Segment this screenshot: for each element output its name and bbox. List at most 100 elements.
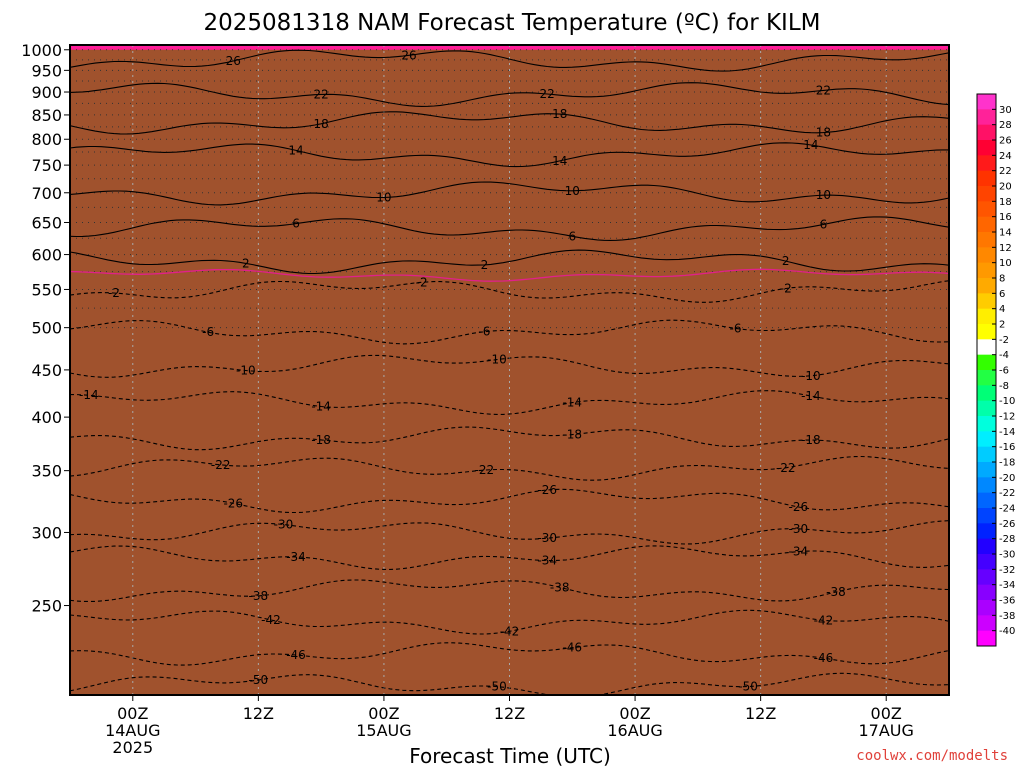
- colorbar-label: -28: [999, 534, 1015, 545]
- x-tick-label: 15AUG: [356, 721, 411, 740]
- isotherm-line: [70, 520, 949, 545]
- x-tick-label: 00Z: [368, 704, 399, 723]
- isotherm-label: -2: [108, 286, 120, 300]
- x-tick-label: 00Z: [871, 704, 902, 723]
- isotherm-label: 22: [816, 83, 831, 97]
- isotherm-line: [70, 249, 949, 275]
- colorbar-swatch: [977, 155, 996, 172]
- colorbar: 30 28 26 24 22 20 18 16 14 12 10 8 6 4 2 -2 -4 -6 -8 -10 -12…: [976, 93, 1015, 647]
- y-tick-label: 700: [31, 184, 62, 203]
- isotherm-label: -38: [826, 585, 846, 599]
- isotherm-label: -10: [801, 369, 821, 383]
- colorbar-swatch: [977, 431, 996, 448]
- isotherm-line: [70, 49, 949, 72]
- colorbar-label: 12: [999, 243, 1012, 254]
- isotherm-label: -38: [249, 589, 269, 603]
- colorbar-swatch: [977, 262, 996, 279]
- colorbar-label: 8: [999, 274, 1005, 285]
- isotherm-label: -30: [274, 518, 294, 532]
- x-tick-label: 00Z: [619, 704, 650, 723]
- isotherm-label: -22: [211, 458, 231, 472]
- isotherm-label: -50: [249, 673, 269, 687]
- isotherm-label: -34: [789, 545, 809, 559]
- colorbar-swatch: [977, 584, 996, 601]
- x-tick-label: 2025: [112, 738, 153, 757]
- y-tick-label: 450: [31, 361, 62, 380]
- isotherm-label: 2: [242, 256, 250, 270]
- colorbar-label: 20: [999, 182, 1012, 193]
- isotherm-label: -14: [562, 396, 582, 410]
- colorbar-swatch: [977, 416, 996, 432]
- colorbar-swatch: [977, 400, 996, 417]
- x-tick-label: 17AUG: [859, 721, 914, 740]
- credit-text: coolwx.com/modelts: [856, 748, 1008, 764]
- colorbar-label: -12: [999, 412, 1015, 423]
- colorbar-label: -36: [999, 596, 1015, 607]
- colorbar-swatch: [977, 247, 996, 264]
- ground-surface: [70, 49, 949, 695]
- y-tick-label: 500: [31, 319, 62, 338]
- isotherm-label: -46: [814, 651, 834, 665]
- isotherm-label: -30: [537, 531, 557, 545]
- isotherm-label: -14: [79, 388, 99, 402]
- colorbar-swatch: [977, 124, 996, 141]
- isotherm-label: -22: [475, 463, 495, 477]
- colorbar-label: -18: [999, 458, 1015, 469]
- colorbar-label: 2: [999, 320, 1005, 331]
- isotherm-labels: -50 -50 -50 -46 -46 -46 -42 -42 -42 -38 -38 -38 -34 -…: [79, 48, 846, 693]
- y-tick-label: 950: [31, 61, 62, 80]
- colorbar-swatch: [977, 216, 996, 233]
- colorbar-swatch: [977, 308, 996, 325]
- colorbar-swatch: [977, 293, 996, 310]
- y-tick-label: 750: [31, 156, 62, 175]
- isotherm-label: -34: [286, 550, 306, 564]
- colorbar-swatch: [977, 615, 996, 632]
- isotherm-label: 10: [816, 188, 831, 202]
- isotherm-label: 26: [226, 54, 241, 68]
- colorbar-label: 28: [999, 120, 1012, 131]
- colorbar-label: 18: [999, 197, 1012, 208]
- isotherm-label: -22: [776, 461, 796, 475]
- isotherm-label: -42: [814, 613, 834, 627]
- x-tick-label: 12Z: [745, 704, 776, 723]
- isotherm-label: 18: [816, 126, 831, 140]
- colorbar-label: 16: [999, 212, 1012, 223]
- isotherm-line: [70, 642, 949, 666]
- colorbar-swatch: [977, 140, 996, 156]
- isotherm-label: 18: [314, 117, 329, 131]
- y-tick-label: 1000: [21, 41, 62, 60]
- colorbar-swatch: [977, 385, 996, 402]
- isotherm-line: [70, 488, 949, 514]
- isotherm-label: -26: [537, 483, 557, 497]
- x-tick-label: 00Z: [117, 704, 148, 723]
- x-tick-label: 16AUG: [607, 721, 662, 740]
- isotherm-label: 22: [314, 87, 329, 101]
- colorbar-swatch: [977, 554, 996, 570]
- isotherm-line: [70, 319, 949, 345]
- isotherm-line: [70, 455, 949, 481]
- y-tick-label: 600: [31, 246, 62, 265]
- colorbar-swatch: [977, 94, 996, 110]
- isotherm-label: 14: [552, 154, 567, 168]
- temperature-band: [70, 48, 949, 52]
- isotherm-line: [70, 390, 949, 415]
- colorbar-label: 22: [999, 166, 1012, 177]
- colorbar-label: -6: [999, 366, 1009, 377]
- isotherm-label: -42: [500, 624, 520, 638]
- isotherm-label: -2: [780, 281, 792, 295]
- isotherm-label: -34: [537, 554, 557, 568]
- colorbar-label: -14: [999, 427, 1015, 438]
- colorbar-label: 24: [999, 151, 1012, 162]
- isotherm-label: -46: [562, 641, 582, 655]
- colorbar-label: -38: [999, 611, 1015, 622]
- y-tick-label: 350: [31, 462, 62, 481]
- isotherm-label: -50: [487, 680, 507, 694]
- isotherm-lines: [70, 49, 949, 695]
- isotherm-line: [70, 216, 949, 241]
- chart-title: 2025081318 NAM Forecast Temperature (ºC)…: [204, 10, 821, 36]
- freezing-level-line: [70, 268, 949, 282]
- isotherm-line: [70, 111, 949, 135]
- y-tick-label: 900: [31, 83, 62, 102]
- x-tick-label: 12Z: [243, 704, 274, 723]
